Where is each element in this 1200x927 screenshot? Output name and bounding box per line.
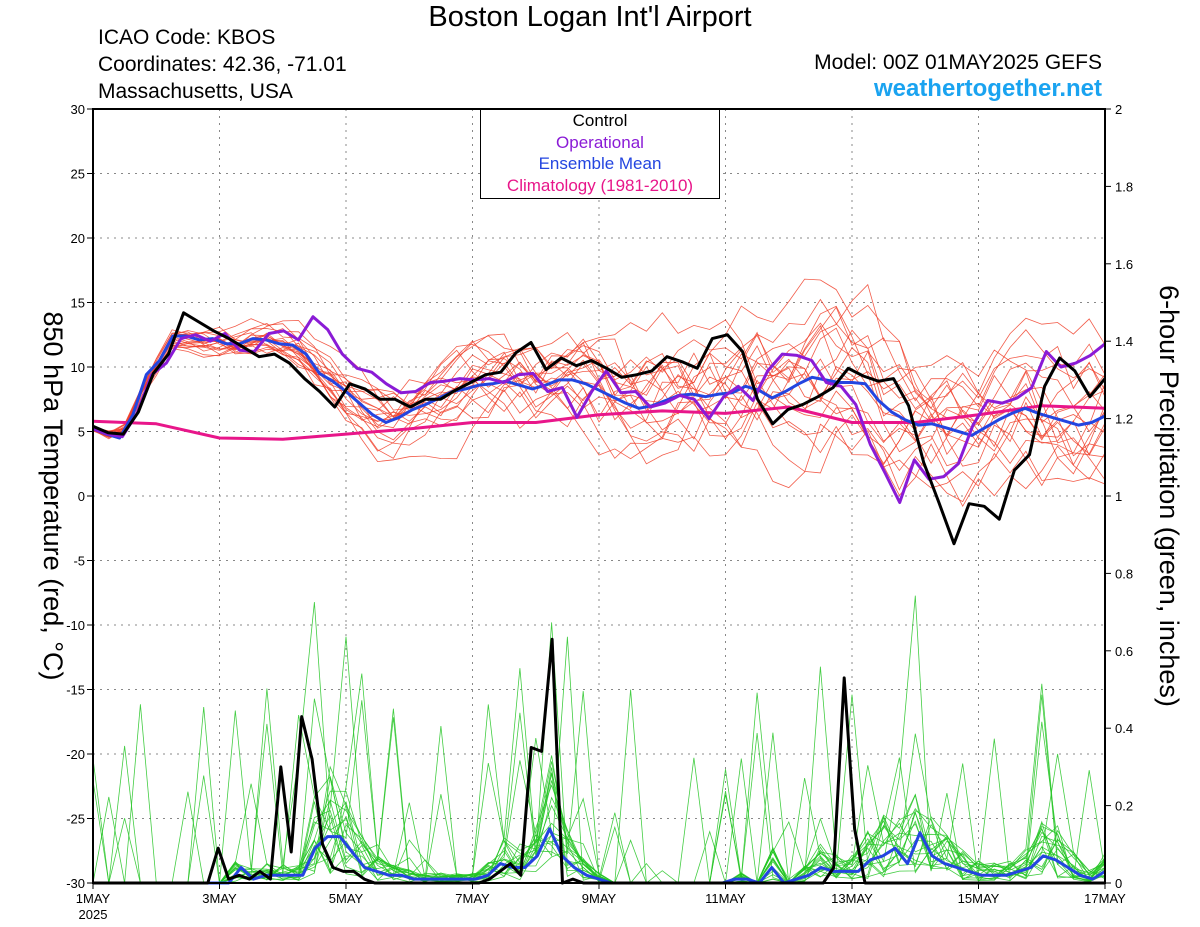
legend-ensemble-mean: Ensemble Mean — [538, 154, 662, 173]
operational-temp-line — [92, 315, 1106, 504]
precip-member-line — [92, 602, 1106, 884]
site-link[interactable]: weathertogether.net — [873, 75, 1102, 102]
control-temp-line — [92, 311, 1107, 546]
legend-control: Control — [572, 111, 628, 130]
axis-ticks: 302520151050-5-10-15-20-25-3021.81.61.41… — [66, 102, 1133, 922]
y-left-tick-label: -30 — [66, 876, 85, 891]
temp-member-line — [92, 278, 1106, 455]
y-left-tick-label: 0 — [78, 489, 85, 504]
precip-member-line — [93, 704, 1106, 884]
y-left-tick-label: -25 — [66, 812, 85, 827]
temp-member-line — [92, 322, 1106, 460]
region: Massachusetts, USA — [98, 80, 293, 103]
temp-member-line — [92, 338, 1106, 465]
x-tick-label: 5MAY — [329, 891, 364, 906]
x-tick-label: 17MAY — [1084, 891, 1126, 906]
mean-temp-line — [92, 334, 1106, 440]
x-tick-label: 7MAY — [455, 891, 490, 906]
precip-member-line — [93, 712, 1106, 884]
climatology-temp-line — [92, 404, 1106, 441]
y-left-tick-label: 5 — [78, 425, 85, 440]
legend-operational: Operational — [556, 132, 644, 152]
y-left-tick-label: 25 — [71, 167, 85, 182]
x-tick-label: 15MAY — [958, 891, 1000, 906]
y-right-tick-label: 0 — [1115, 876, 1122, 891]
y-left-tick-label: -15 — [66, 683, 85, 698]
y-left-tick-label: 20 — [71, 231, 85, 246]
y-left-axis-label: 850 hPa Temperature (red, °C) — [38, 312, 68, 681]
x-tick-label: 3MAY — [202, 891, 237, 906]
y-right-tick-label: 1.8 — [1115, 179, 1133, 194]
legend-climatology: Climatology (1981-2010) — [506, 175, 694, 195]
temp-member-line — [92, 318, 1106, 456]
y-right-tick-label: 0.8 — [1115, 566, 1133, 581]
x-tick-label: 11MAY — [705, 891, 746, 906]
icao-code: ICAO Code: KBOS — [98, 26, 276, 49]
y-right-tick-label: 1.6 — [1115, 257, 1133, 272]
y-left-tick-label: 15 — [71, 296, 85, 311]
y-left-tick-label: -5 — [73, 554, 85, 569]
y-left-tick-label: -20 — [66, 747, 85, 762]
y-left-tick-label: 10 — [71, 360, 85, 375]
x-tick-label: 9MAY — [582, 891, 617, 906]
y-right-tick-label: 1.4 — [1115, 334, 1133, 349]
temp-member-line — [92, 337, 1106, 481]
y-right-tick-label: 0.2 — [1115, 799, 1133, 814]
precip-member-line — [93, 636, 1106, 884]
precip-ensemble-members — [92, 595, 1106, 884]
x-tick-label: 1MAY — [76, 891, 111, 906]
model-run: Model: 00Z 01MAY2025 GEFS — [814, 51, 1102, 74]
y-left-tick-label: 30 — [71, 102, 85, 117]
y-right-axis-label: 6-hour Precipitation (green, inches) — [1154, 285, 1184, 707]
y-right-tick-label: 0.6 — [1115, 644, 1133, 659]
y-right-tick-label: 0.4 — [1115, 721, 1133, 736]
legend: Control Operational Ensemble Mean Climat… — [480, 109, 720, 199]
y-right-tick-label: 1.2 — [1115, 412, 1133, 427]
y-right-tick-label: 1 — [1115, 489, 1122, 504]
highlight-series — [92, 311, 1107, 885]
y-right-tick-label: 2 — [1115, 102, 1122, 117]
chart-title: Boston Logan Int'l Airport — [428, 1, 752, 33]
mean-precip-line — [93, 827, 1106, 885]
temp-member-line — [92, 333, 1106, 467]
coordinates: Coordinates: 42.36, -71.01 — [98, 53, 347, 76]
y-left-tick-label: -10 — [66, 618, 85, 633]
x-tick-label: 13MAY — [831, 891, 873, 906]
x-tick-sublabel: 2025 — [79, 907, 108, 922]
